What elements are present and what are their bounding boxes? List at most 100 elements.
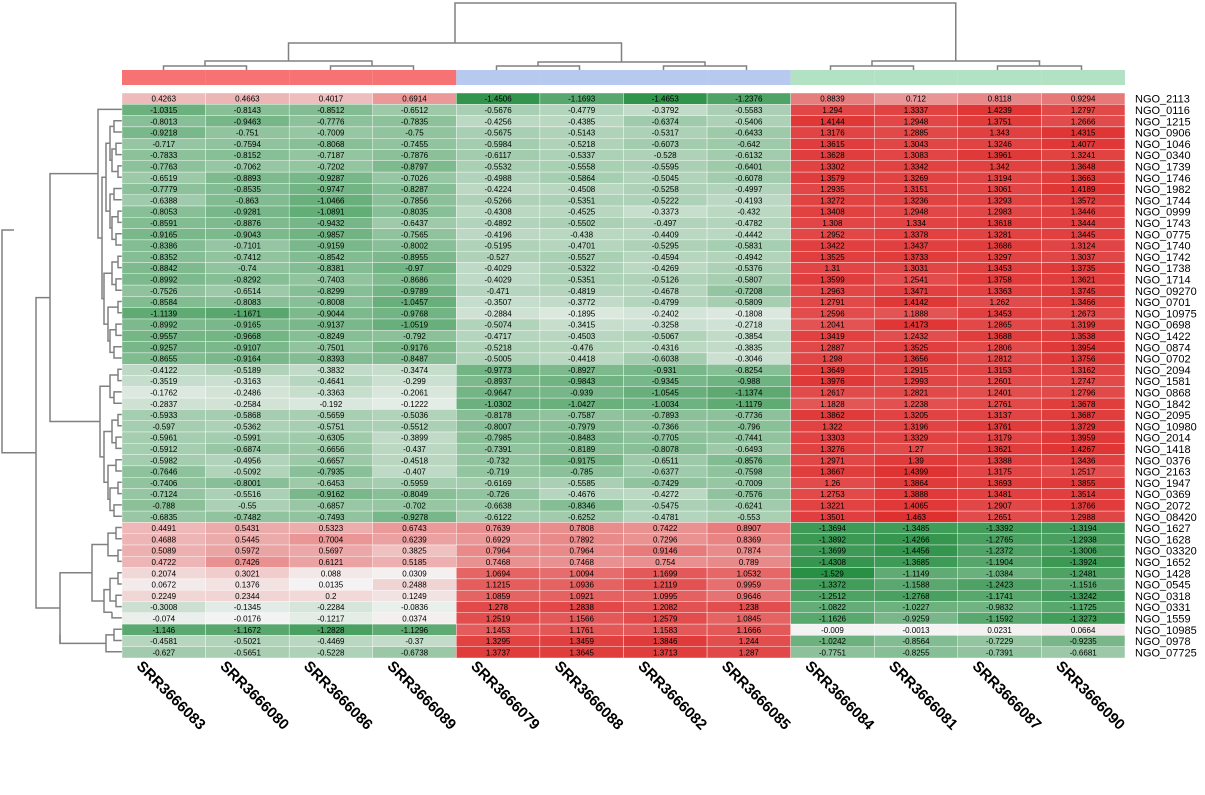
row-label: NGO_1428 bbox=[1135, 568, 1191, 580]
cell-value-label: 1.4065 bbox=[904, 501, 929, 510]
cell-value-label: -0.438 bbox=[570, 230, 593, 239]
cell-value-label: -0.7208 bbox=[735, 287, 763, 296]
group-bar-segment bbox=[874, 70, 958, 85]
cell-value-label: -0.732 bbox=[487, 456, 510, 465]
cell-value-label: -0.0836 bbox=[401, 603, 429, 612]
column-label: SRR3666089 bbox=[384, 658, 460, 734]
cell-value-label: -0.4594 bbox=[652, 253, 680, 262]
cell-value-label: -0.0013 bbox=[902, 626, 930, 635]
cell-value-label: 1.3175 bbox=[987, 468, 1012, 477]
cell-value-label: 1.3756 bbox=[1071, 355, 1096, 364]
cell-value-label: 1.3649 bbox=[820, 366, 845, 375]
cell-value-label: -0.5751 bbox=[317, 422, 345, 431]
cell-value-label: -0.7412 bbox=[234, 253, 262, 262]
cell-value-label: -0.6738 bbox=[401, 648, 429, 657]
cell-value-label: 1.3246 bbox=[987, 140, 1012, 149]
cell-value-label: -0.407 bbox=[403, 468, 426, 477]
column-label: SRR3666079 bbox=[467, 658, 543, 734]
cell-value-label: 1.3276 bbox=[820, 445, 845, 454]
cell-value-label: -0.0176 bbox=[234, 614, 262, 623]
column-label: SRR3666080 bbox=[217, 658, 293, 734]
row-label: NGO_09270 bbox=[1135, 286, 1197, 298]
cell-value-label: 1.3436 bbox=[1071, 456, 1096, 465]
cell-value-label: 1.2796 bbox=[1071, 388, 1096, 397]
cell-value-label: -0.4717 bbox=[485, 332, 513, 341]
cell-value-label: 0.5431 bbox=[235, 524, 260, 533]
cell-value-label: 1.3615 bbox=[820, 140, 845, 149]
cell-value-label: 0.8907 bbox=[737, 524, 762, 533]
cell-value-label: -0.4442 bbox=[735, 230, 763, 239]
cell-value-label: 1.3525 bbox=[820, 253, 845, 262]
cell-value-label: -0.5189 bbox=[234, 366, 262, 375]
cell-value-label: -0.8178 bbox=[485, 411, 513, 420]
cell-value-label: 1.238 bbox=[739, 603, 760, 612]
cell-value-label: 1.2948 bbox=[904, 117, 929, 126]
cell-value-label: 0.5089 bbox=[152, 547, 177, 556]
cell-value-label: 1.3031 bbox=[904, 264, 929, 273]
cell-value-label: -0.702 bbox=[403, 501, 426, 510]
cell-value-label: 1.3459 bbox=[569, 637, 594, 646]
cell-value-label: -1.1672 bbox=[234, 626, 262, 635]
cell-value-label: -0.7856 bbox=[401, 196, 429, 205]
cell-value-label: 1.3342 bbox=[904, 162, 929, 171]
cell-value-label: -0.8955 bbox=[401, 253, 429, 262]
cell-value-label: -0.9278 bbox=[401, 513, 429, 522]
cell-value-label: -0.8386 bbox=[150, 242, 178, 251]
cell-value-label: 1.334 bbox=[906, 219, 927, 228]
cell-value-label: -0.6073 bbox=[652, 140, 680, 149]
cell-value-label: -0.7751 bbox=[819, 648, 847, 657]
cell-value-label: 1.2517 bbox=[1071, 468, 1096, 477]
cell-value-label: -0.4196 bbox=[485, 230, 513, 239]
cell-value-label: -0.4782 bbox=[735, 219, 763, 228]
cell-value-label: -0.4988 bbox=[485, 174, 513, 183]
cell-value-label: 0.7422 bbox=[653, 524, 678, 533]
cell-value-label: -0.6657 bbox=[317, 456, 345, 465]
cell-value-label: 1.2617 bbox=[820, 388, 845, 397]
cell-value-label: 0.7892 bbox=[569, 535, 594, 544]
cell-value-label: 0.7426 bbox=[235, 558, 260, 567]
cell-value-label: 1.2915 bbox=[904, 366, 929, 375]
column-label: SRR3666085 bbox=[718, 658, 794, 734]
cell-value-label: -1.0227 bbox=[902, 603, 930, 612]
cell-value-label: 0.9959 bbox=[737, 581, 762, 590]
cell-value-label: 1.4142 bbox=[904, 298, 929, 307]
row-label: NGO_1581 bbox=[1135, 376, 1191, 388]
cell-value-label: 1.2821 bbox=[904, 388, 929, 397]
cell-value-label: 0.754 bbox=[655, 558, 676, 567]
cell-value-label: 1.3761 bbox=[987, 422, 1012, 431]
cell-value-label: 1.26 bbox=[825, 479, 841, 488]
cell-value-label: -0.9235 bbox=[1070, 637, 1098, 646]
cell-value-label: -0.1345 bbox=[234, 603, 262, 612]
cell-value-label: -0.7429 bbox=[652, 479, 680, 488]
cell-value-label: 1.1888 bbox=[904, 309, 929, 318]
group-bar-segment bbox=[122, 70, 206, 85]
cell-value-label: 1.3751 bbox=[987, 117, 1012, 126]
cell-value-label: 0.4663 bbox=[235, 95, 260, 104]
cell-value-label: -1.3006 bbox=[1070, 547, 1098, 556]
cell-value-label: 0.9146 bbox=[653, 547, 678, 556]
cell-value-label: 1.2238 bbox=[904, 400, 929, 409]
cell-value-label: 1.3241 bbox=[1071, 151, 1096, 160]
cell-value-label: 0.6239 bbox=[402, 535, 427, 544]
cell-value-label: -0.5218 bbox=[485, 343, 513, 352]
cell-value-label: -0.4779 bbox=[568, 106, 596, 115]
cell-value-label: -1.1139 bbox=[151, 309, 178, 318]
cell-value-label: 0.2249 bbox=[152, 592, 177, 601]
cell-value-label: -0.7598 bbox=[735, 468, 763, 477]
cell-value-label: -0.8078 bbox=[652, 445, 680, 454]
cell-value-label: 0.0231 bbox=[987, 626, 1012, 635]
cell-value-label: 0.0672 bbox=[152, 581, 177, 590]
cell-value-label: 0.6743 bbox=[402, 524, 427, 533]
cell-value-label: -0.497 bbox=[654, 219, 677, 228]
cell-value-label: -0.8927 bbox=[568, 366, 596, 375]
cell-value-label: -1.1626 bbox=[819, 614, 847, 623]
cell-value-label: 1.2119 bbox=[653, 581, 677, 590]
cell-value-label: 1.3976 bbox=[820, 377, 845, 386]
row-label: NGO_2014 bbox=[1135, 433, 1191, 445]
column-label: SRR3666081 bbox=[885, 658, 961, 734]
cell-value-label: -0.6511 bbox=[652, 456, 679, 465]
cell-value-label: -0.5512 bbox=[401, 422, 429, 431]
cell-value-label: -0.9043 bbox=[234, 230, 262, 239]
cell-value-label: 1.2041 bbox=[820, 321, 845, 330]
cell-value-label: -0.9789 bbox=[401, 287, 429, 296]
